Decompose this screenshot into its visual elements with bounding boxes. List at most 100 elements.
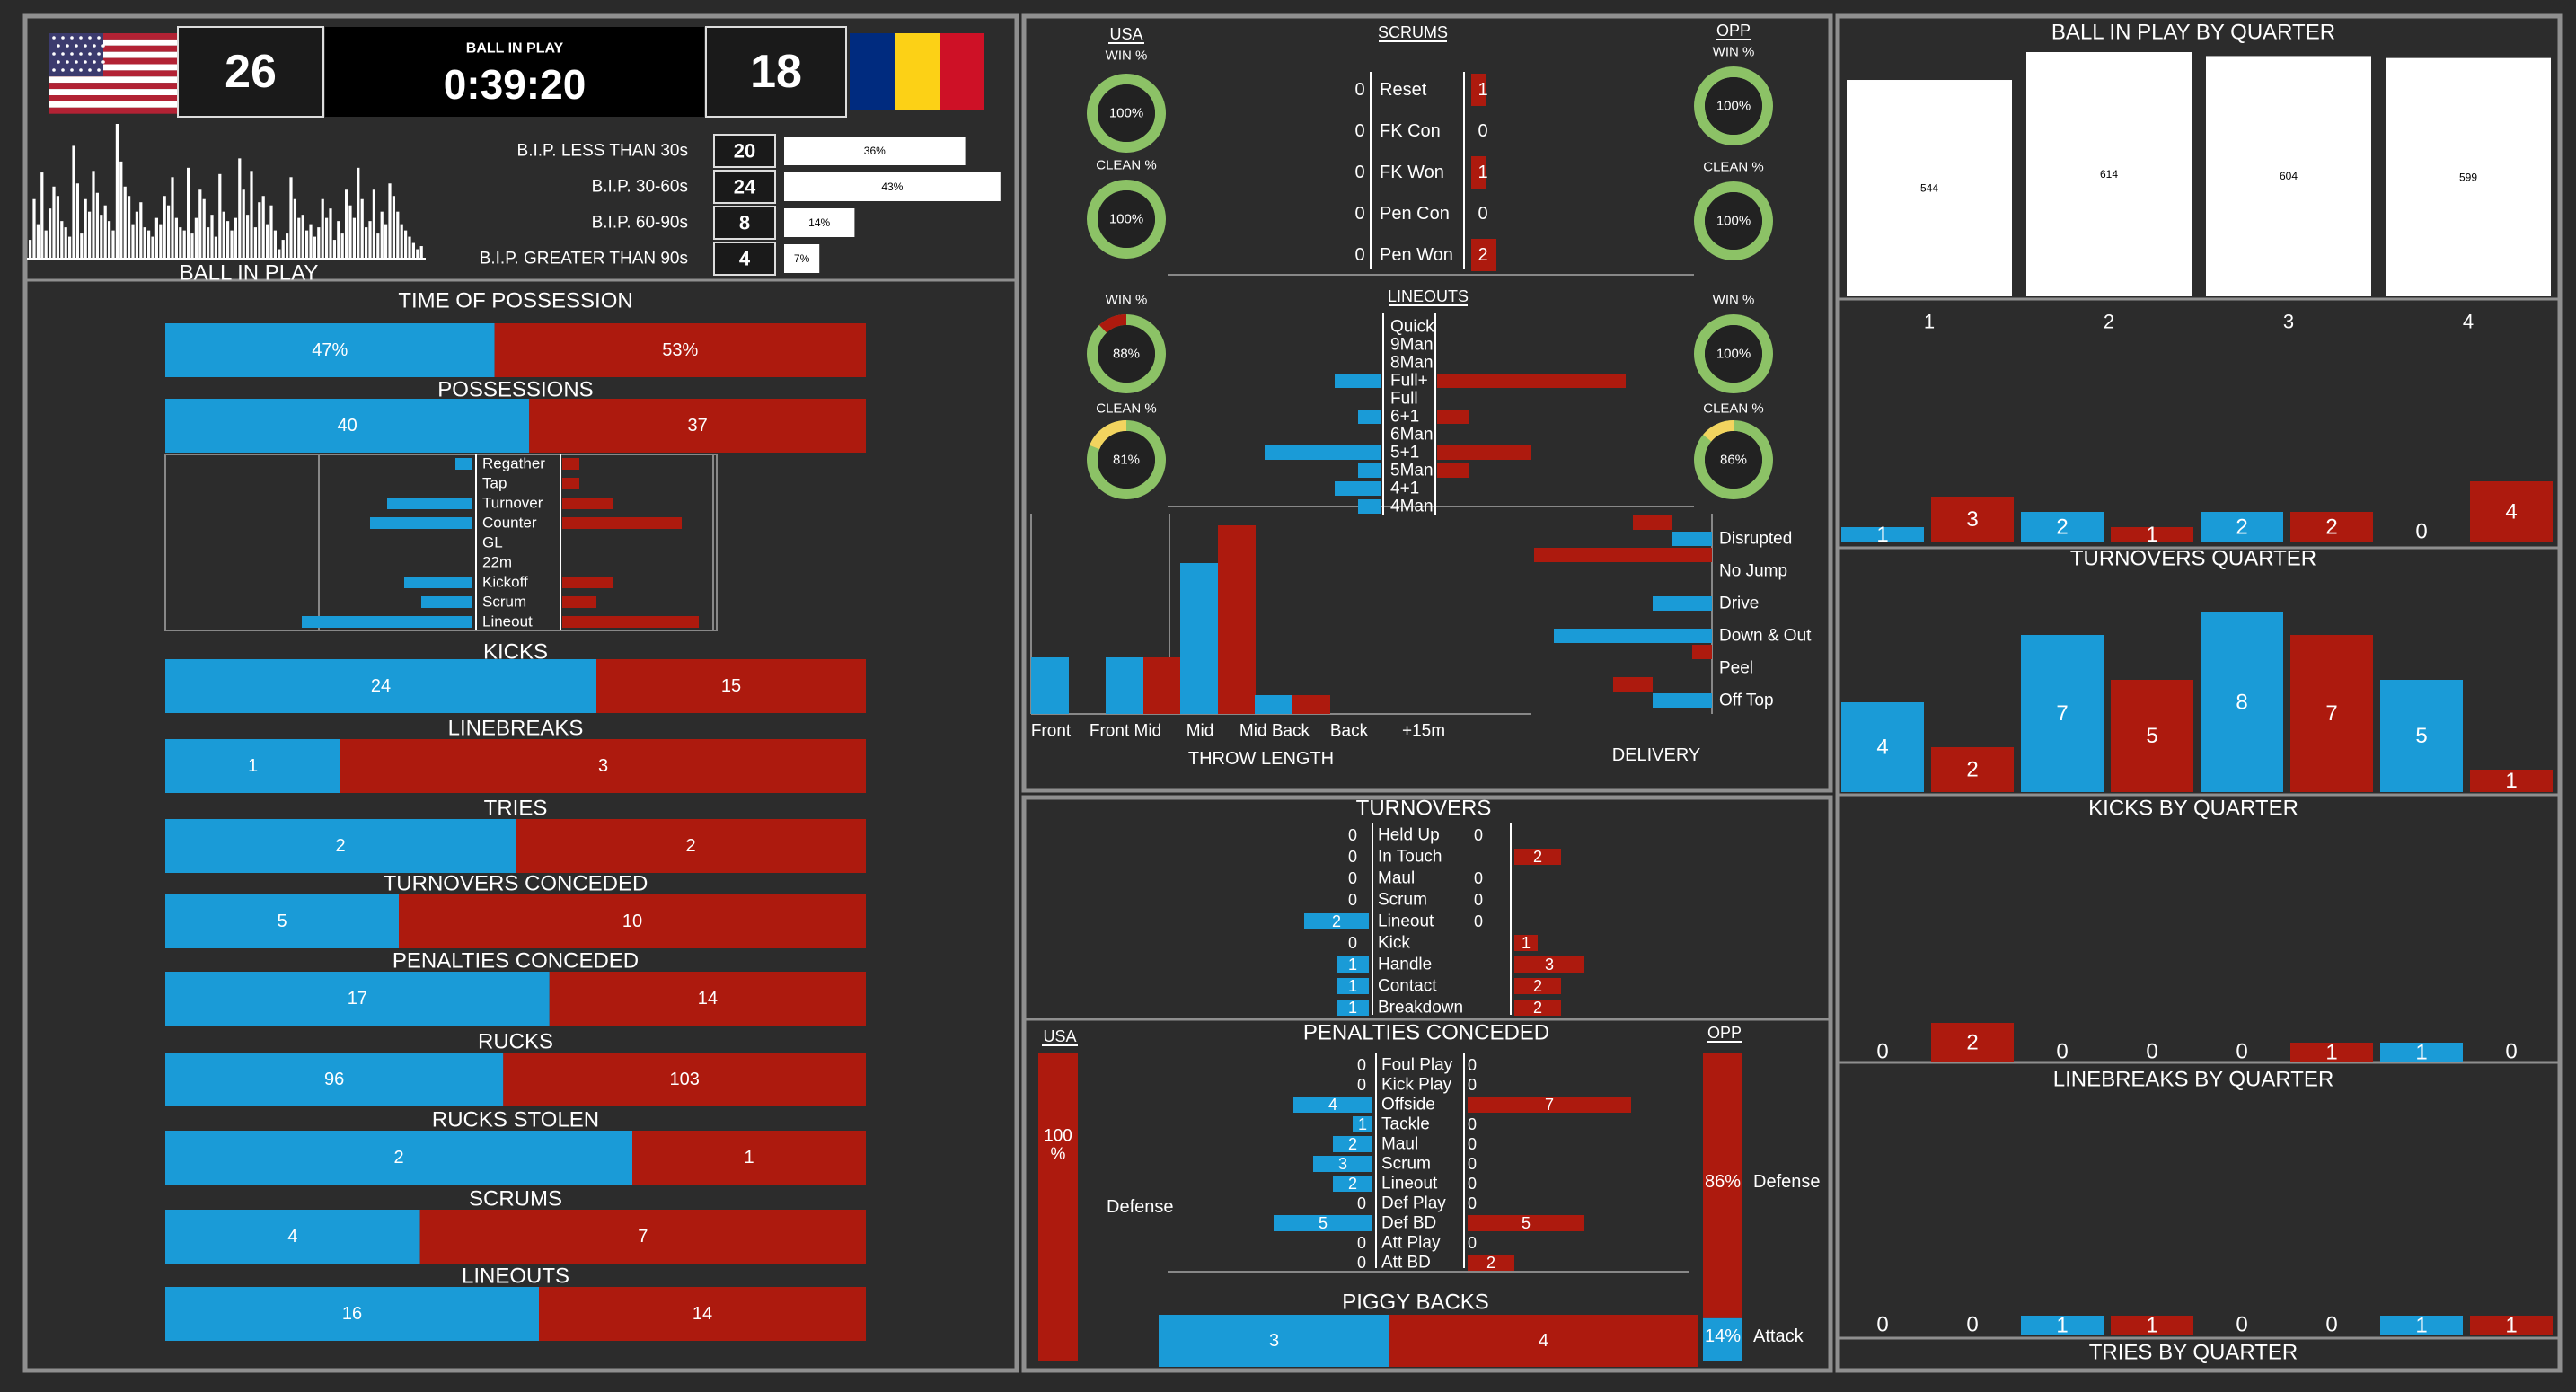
linebreaks-quarter-usa-value: 0	[2056, 1040, 2068, 1064]
opp-scrum-win-ring-track	[1694, 66, 1773, 145]
throw-opp-bar	[1218, 525, 1256, 714]
throw-opp-bar	[1292, 695, 1330, 714]
turnover-opp-bar	[1514, 956, 1584, 973]
scrums-usa-value: 4	[287, 1227, 297, 1247]
penalties-conceded-usa-value: 17	[348, 989, 367, 1009]
lineout-opp-bar	[1437, 410, 1469, 424]
linebreaks-quarter-usa-bar	[2380, 1043, 2463, 1062]
lineout-type-label: 5Man	[1390, 462, 1434, 480]
spark-bar	[392, 196, 395, 259]
tries-quarter-opp-bar	[2111, 1316, 2193, 1335]
penalty-usa-bar	[1274, 1215, 1372, 1231]
tries-quarter-usa-value: 1	[2056, 1314, 2068, 1338]
lineout-type-label: 4+1	[1390, 480, 1419, 498]
lineout-usa-bar	[1358, 410, 1381, 424]
quarter-label: 2	[2104, 311, 2114, 333]
turnover-row-label: Scrum	[1378, 891, 1427, 910]
turnovers-conceded-usa-value: 5	[277, 912, 287, 931]
spark-bar	[92, 171, 95, 259]
turnover-usa-value: 0	[1348, 934, 1357, 952]
tries-title: TRIES	[484, 797, 548, 821]
turnover-row-label: Kick	[1378, 934, 1410, 953]
linebreaks-quarter-opp-bar	[2290, 1043, 2373, 1062]
tries-opp-value: 2	[685, 836, 695, 856]
spark-bar	[309, 224, 313, 259]
kicks-quarter-usa-value: 4	[1876, 736, 1888, 760]
delivery-label: Drive	[1719, 595, 1759, 613]
penalty-usa-value: 0	[1357, 1194, 1366, 1212]
penalty-opp-value: 2	[1486, 1254, 1495, 1272]
ring-label: WIN %	[1713, 293, 1755, 308]
spark-bar	[218, 173, 222, 259]
penalty-row-label: Maul	[1381, 1135, 1418, 1154]
opp-lineout-clean-ring-core	[1705, 431, 1762, 489]
usa-header: USA	[1109, 25, 1142, 43]
penalties-title: PENALTIES CONCEDED	[1303, 1021, 1549, 1045]
tries-quarter-usa-bar	[2380, 1316, 2463, 1335]
turnover-usa-bar	[1337, 978, 1369, 994]
turnovers-quarter-usa-value: 1	[1876, 523, 1888, 547]
usa-scrum-clean-ring-track	[1087, 180, 1166, 259]
spark-bar	[44, 230, 48, 259]
tries-usa-bar	[165, 819, 516, 873]
spark-bar	[380, 211, 384, 259]
ring-label: WIN %	[1106, 48, 1148, 64]
source-usa-bar	[387, 498, 472, 509]
spark-bar	[187, 167, 190, 259]
opp-lineout-clean-ring-value: 86%	[1720, 453, 1747, 468]
throw-length-title: THROW LENGTH	[1188, 749, 1334, 769]
tries-quarter-opp-bar	[2470, 1316, 2553, 1335]
bip-row-label: B.I.P. 60-90s	[592, 214, 688, 233]
turnover-usa-value: 0	[1348, 826, 1357, 844]
throw-usa-bar	[1106, 657, 1143, 714]
kicks-quarter-usa-bar	[2380, 680, 2463, 792]
bip-count: 4	[739, 248, 751, 270]
kicks-quarter-usa-value: 8	[2236, 691, 2247, 715]
penalty-opp-value: 0	[1468, 1155, 1477, 1173]
penalty-row-label: Offside	[1381, 1096, 1435, 1114]
rucks-usa-value: 96	[324, 1070, 344, 1089]
usa-score: 26	[225, 46, 277, 98]
spark-bar	[388, 183, 392, 259]
turnover-opp-bar	[1514, 1000, 1561, 1016]
bip-quarter-bar	[1847, 80, 2012, 297]
source-label: 22m	[482, 554, 512, 571]
tries-quarter-title: TRIES BY QUARTER	[2089, 1341, 2298, 1365]
penalty-usa-bar	[1353, 1116, 1372, 1132]
scrum-opp-value: 2	[1478, 245, 1487, 265]
penalties-conceded-title: PENALTIES CONCEDED	[393, 949, 639, 974]
kicks-quarter-usa-value: 5	[2415, 724, 2427, 748]
turnovers-quarter-usa-value: 2	[2236, 515, 2247, 540]
lineout-usa-bar	[1358, 499, 1381, 514]
spark-bar	[115, 124, 119, 259]
tries-quarter-opp-value: 0	[1966, 1313, 1978, 1337]
turnovers-quarter-usa-value: 0	[2415, 520, 2427, 544]
delivery-opp-bar	[1613, 677, 1653, 692]
spark-bar	[266, 224, 269, 259]
penalty-opp-value: 0	[1468, 1076, 1477, 1094]
lineout-type-label: 5+1	[1390, 444, 1419, 463]
possessions-usa-bar	[165, 399, 530, 453]
rucks-stolen-opp-bar	[632, 1131, 866, 1185]
lineout-opp-bar	[1437, 374, 1626, 388]
usa-lineout-clean-ring-gap	[1090, 420, 1127, 450]
turnover-usa-value: 1	[1348, 977, 1357, 995]
penalty-usa-value: 4	[1328, 1096, 1337, 1114]
spark-bar	[182, 230, 186, 259]
usa-defense-label: Defense	[1107, 1197, 1174, 1217]
lineout-opp-bar	[1437, 445, 1531, 460]
spark-bar	[159, 224, 163, 259]
penalty-opp-value: 0	[1468, 1234, 1477, 1252]
penalty-usa-bar	[1313, 1156, 1372, 1172]
turnover-opp-bar	[1514, 935, 1538, 951]
bip-quarter-value: 599	[2459, 171, 2477, 183]
lineout-type-label: Full	[1390, 390, 1418, 409]
source-opp-bar	[562, 517, 682, 529]
usa-score-box	[177, 26, 324, 118]
turnovers-quarter-opp-bar	[2111, 527, 2193, 542]
turnovers-conceded-opp-value: 10	[622, 912, 642, 931]
lineout-type-label: 9Man	[1390, 336, 1434, 355]
linebreaks-quarter-opp-value: 2	[1966, 1031, 1978, 1055]
bip-quarter-value: 614	[2100, 168, 2118, 181]
possessions-opp-bar	[529, 399, 866, 453]
